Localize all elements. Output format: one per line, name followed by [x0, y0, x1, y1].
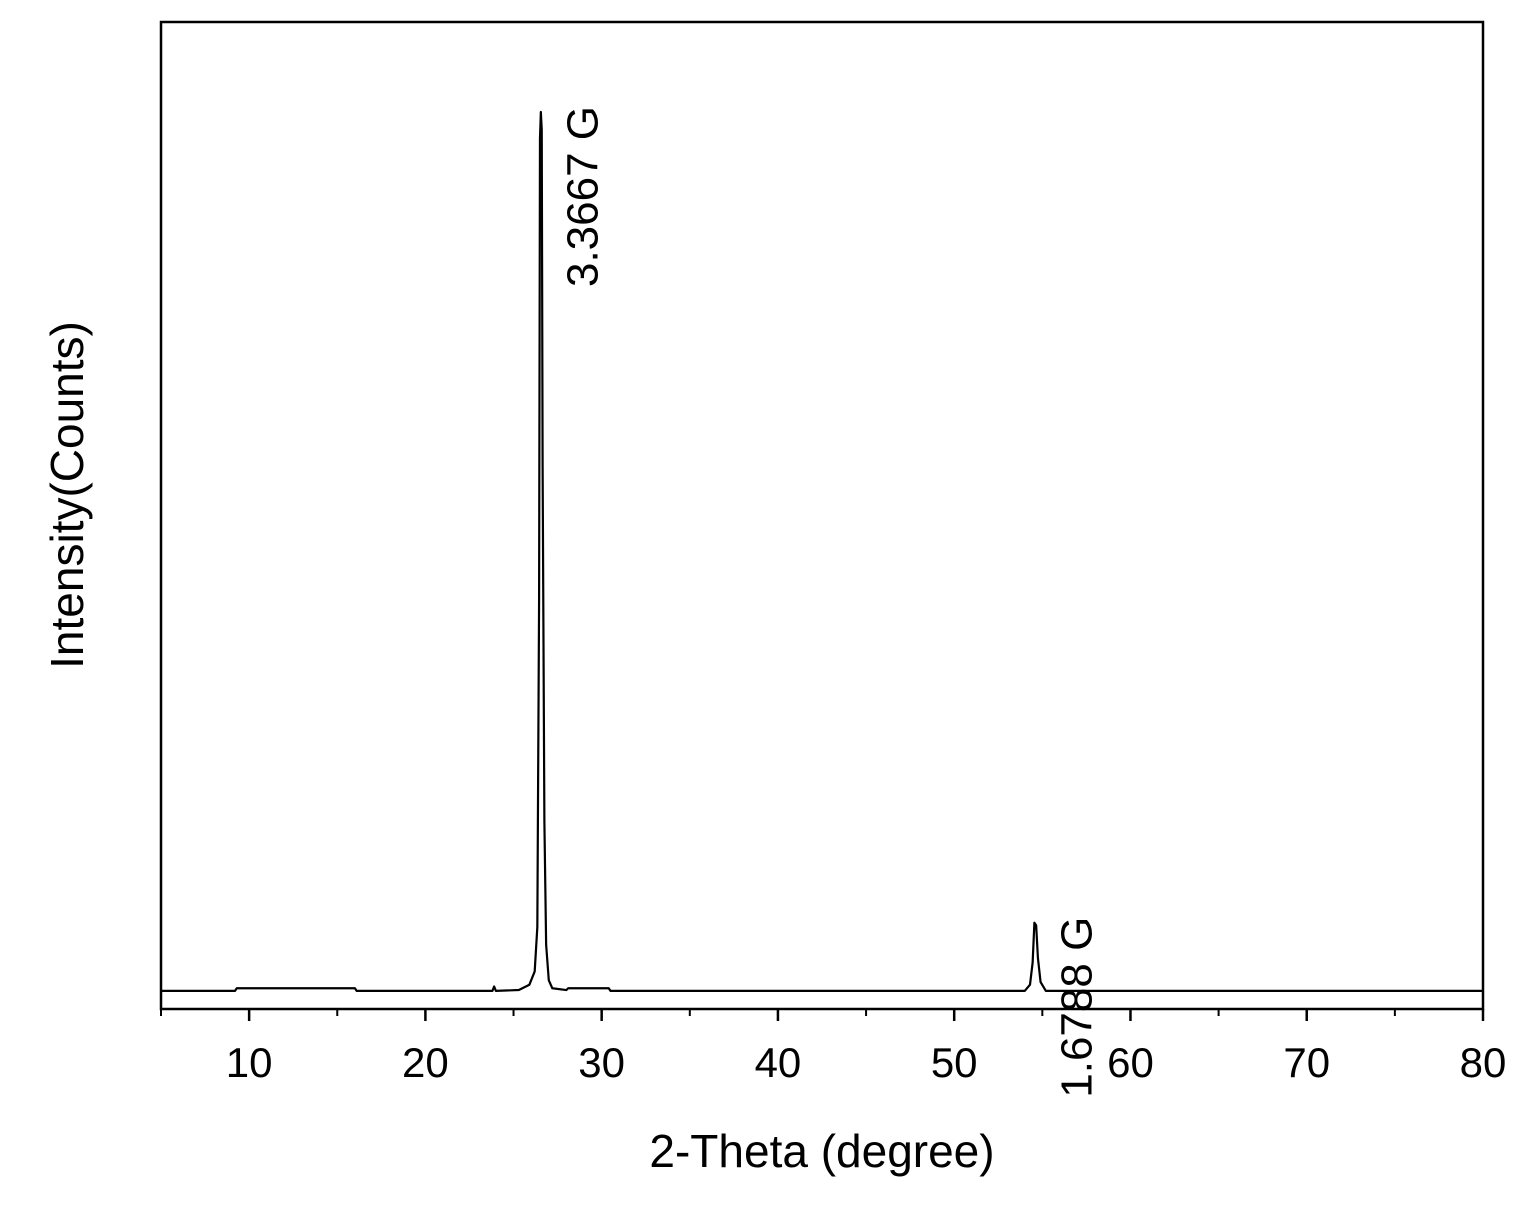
x-tick-label: 60 — [1107, 1039, 1154, 1086]
peak-annotation: 1.6788 G — [1052, 917, 1101, 1098]
x-tick-label: 70 — [1283, 1039, 1330, 1086]
peak-annotations: 3.3667 G 1.6788 G — [559, 106, 1102, 1098]
y-axis-label: Intensity(Counts) — [41, 321, 93, 669]
x-axis-ticks — [160, 1009, 1485, 1021]
x-axis-tick-labels: 10 20 30 40 50 60 70 80 — [226, 1039, 1507, 1086]
x-tick-label: 40 — [755, 1039, 802, 1086]
x-tick-label: 10 — [226, 1039, 273, 1086]
x-tick-label: 80 — [1460, 1039, 1507, 1086]
peak-annotation: 3.3667 G — [559, 106, 608, 287]
x-axis-label: 2-Theta (degree) — [649, 1125, 994, 1177]
plot-frame — [159, 20, 1485, 1011]
x-tick-label: 30 — [578, 1039, 625, 1086]
series-line — [161, 110, 1483, 993]
x-tick-label: 20 — [402, 1039, 449, 1086]
x-tick-label: 50 — [931, 1039, 978, 1086]
